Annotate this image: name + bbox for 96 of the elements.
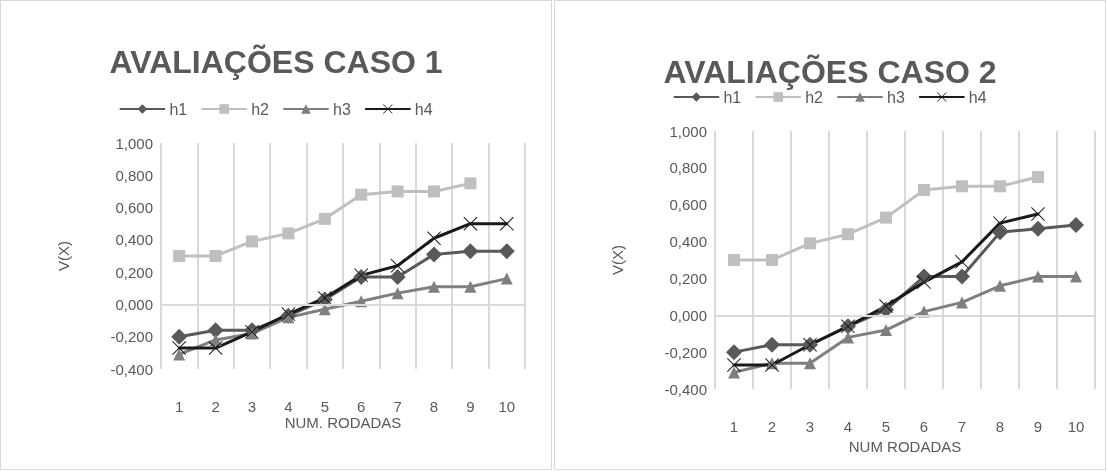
x-tick-label: 8 bbox=[995, 418, 1005, 435]
y-tick-label: 0,000 bbox=[669, 306, 707, 324]
point bbox=[842, 331, 854, 344]
point bbox=[171, 328, 188, 345]
legend-label: h3 bbox=[887, 88, 905, 106]
x-tick-label: 7 bbox=[393, 398, 402, 415]
x-tick-label: 7 bbox=[957, 418, 967, 435]
point bbox=[500, 272, 513, 285]
chart-title: AVALIAÇÕES CASO 2 bbox=[663, 54, 997, 90]
point bbox=[173, 250, 186, 262]
point bbox=[391, 287, 404, 300]
point bbox=[428, 280, 440, 293]
y-tick-label: -0,400 bbox=[664, 380, 707, 398]
y-tick-label: 0,600 bbox=[669, 196, 707, 214]
y-tick-label: 1,000 bbox=[115, 134, 153, 152]
point bbox=[428, 185, 440, 198]
point bbox=[318, 212, 331, 225]
point bbox=[498, 243, 515, 260]
y-axis-title: V(X) bbox=[609, 245, 626, 275]
point bbox=[462, 243, 479, 260]
point bbox=[282, 227, 295, 240]
point bbox=[880, 211, 892, 224]
x-tick-label: 2 bbox=[767, 418, 777, 435]
point bbox=[956, 180, 968, 193]
x-tick-label: 9 bbox=[1033, 418, 1043, 435]
point bbox=[173, 348, 186, 361]
y-tick-label: 0,200 bbox=[669, 269, 707, 287]
point bbox=[918, 183, 930, 196]
point bbox=[1070, 270, 1082, 283]
legend-label: h3 bbox=[333, 100, 351, 118]
x-tick-label: 5 bbox=[320, 398, 329, 415]
x-tick-label: 3 bbox=[247, 398, 257, 415]
point bbox=[994, 279, 1006, 292]
x-tick-label: 6 bbox=[357, 398, 366, 415]
point bbox=[464, 177, 477, 190]
point bbox=[246, 235, 258, 248]
point bbox=[728, 366, 740, 379]
point bbox=[389, 268, 406, 285]
chart-title: AVALIAÇÕES CASO 1 bbox=[109, 44, 443, 80]
y-tick-label: -0,200 bbox=[664, 343, 707, 361]
point bbox=[355, 188, 368, 201]
point bbox=[764, 336, 780, 353]
x-tick-label: 1 bbox=[729, 418, 739, 435]
x-tick-label: 9 bbox=[466, 398, 475, 415]
point bbox=[499, 216, 514, 231]
point bbox=[426, 246, 442, 263]
point bbox=[804, 357, 816, 370]
y-tick-label: 0,000 bbox=[115, 295, 153, 313]
point bbox=[994, 180, 1006, 193]
point bbox=[956, 296, 968, 309]
x-tick-label: 6 bbox=[919, 418, 929, 435]
y-tick-label: 0,400 bbox=[669, 233, 707, 251]
point bbox=[209, 250, 222, 262]
x-tick-label: 10 bbox=[498, 398, 516, 415]
point bbox=[726, 344, 742, 361]
x-tick-label: 5 bbox=[881, 418, 891, 435]
y-tick-label: 1,000 bbox=[669, 122, 707, 140]
x-tick-label: 2 bbox=[211, 398, 220, 415]
y-tick-label: -0,200 bbox=[110, 328, 153, 346]
point bbox=[463, 216, 478, 231]
x-tick-label: 10 bbox=[1067, 418, 1085, 435]
y-tick-label: -0,400 bbox=[110, 360, 153, 378]
legend-label: h4 bbox=[968, 88, 987, 106]
point bbox=[804, 237, 816, 250]
point bbox=[208, 341, 223, 356]
point bbox=[1032, 270, 1044, 283]
legend-label: h2 bbox=[251, 100, 270, 118]
x-tick-label: 4 bbox=[843, 418, 853, 435]
y-axis-title: V(X) bbox=[55, 241, 72, 271]
x-axis-title: NUM. RODADAS bbox=[284, 413, 402, 431]
point bbox=[880, 324, 892, 337]
point bbox=[954, 268, 970, 285]
point bbox=[992, 224, 1008, 241]
y-tick-label: 0,800 bbox=[669, 159, 707, 177]
point bbox=[207, 322, 224, 339]
point bbox=[766, 254, 778, 266]
x-tick-label: 3 bbox=[805, 418, 815, 435]
x-tick-label: 1 bbox=[175, 398, 184, 415]
y-tick-label: 0,400 bbox=[115, 231, 153, 249]
legend-label: h1 bbox=[169, 100, 188, 118]
y-tick-label: 0,200 bbox=[115, 263, 153, 281]
legend-label: h1 bbox=[723, 88, 742, 106]
y-tick-label: 0,600 bbox=[115, 199, 153, 217]
point bbox=[1030, 220, 1046, 237]
x-tick-label: 4 bbox=[284, 398, 293, 415]
point bbox=[1032, 171, 1044, 184]
point bbox=[728, 254, 740, 266]
legend-label: h4 bbox=[414, 100, 433, 118]
x-axis-title: NUM RODADAS bbox=[848, 437, 962, 455]
x-tick-label: 8 bbox=[429, 398, 439, 415]
legend-label: h2 bbox=[805, 88, 824, 106]
point bbox=[464, 280, 477, 293]
y-tick-label: 0,800 bbox=[115, 166, 153, 184]
point bbox=[391, 185, 404, 198]
point bbox=[1068, 216, 1084, 233]
point bbox=[842, 228, 854, 241]
